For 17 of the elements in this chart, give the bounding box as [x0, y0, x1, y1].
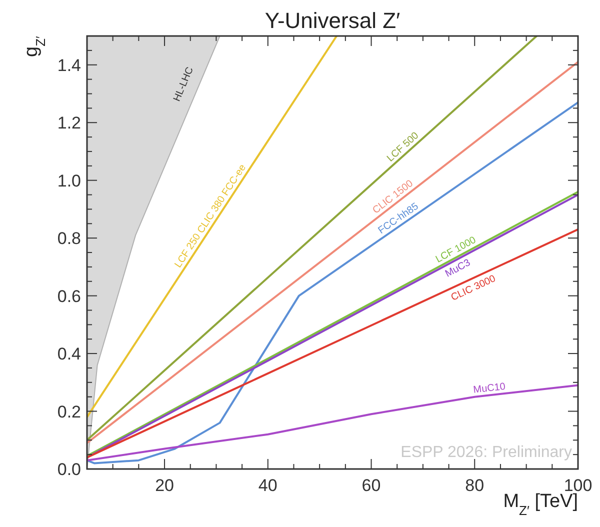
- text: MuC10: [472, 381, 506, 396]
- y-tick-label: 1.4: [57, 56, 81, 75]
- line-series: [87, 384, 578, 462]
- x-tick-label: 80: [465, 476, 484, 495]
- chart-title: Y-Universal Z′: [264, 8, 400, 33]
- y-tick-label: 0.6: [57, 286, 81, 306]
- x-axis-title: M$_{Z′}$ [TeV]: [503, 491, 578, 518]
- y-tick-label: 1.2: [57, 114, 81, 133]
- y-tick-label: 0.8: [57, 229, 81, 248]
- y-tick-label: 0.4: [57, 344, 81, 364]
- text: LCF 500: [385, 130, 422, 164]
- y-tick-label: 1.0: [57, 171, 81, 190]
- x-tick-label: 40: [258, 476, 278, 495]
- x-tick-label: 60: [362, 476, 381, 495]
- y-tick-label: 0.0: [57, 460, 81, 479]
- y-tick-label: 0.2: [57, 402, 81, 422]
- x-tick-label: 20: [155, 476, 174, 495]
